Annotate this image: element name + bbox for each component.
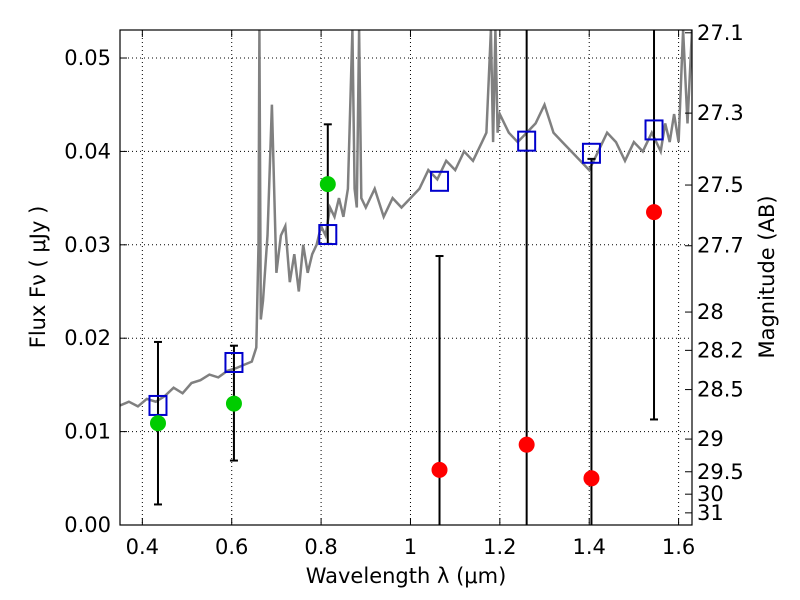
x-axis-label: Wavelength λ (μm) <box>306 564 507 588</box>
y-tick-label: 0.03 <box>64 233 111 257</box>
right-tick-label: 27.3 <box>697 101 744 125</box>
model-spectrum-line <box>120 30 692 408</box>
model-photometry-square <box>224 351 244 373</box>
right-tick-label: 28.2 <box>697 338 744 362</box>
upper-limit-point <box>431 461 448 478</box>
upper-limit-point <box>583 470 600 487</box>
right-tick-label: 29.5 <box>697 460 744 484</box>
model-photometry-square <box>517 130 537 152</box>
y-tick-label: 0.00 <box>64 513 111 537</box>
y-tick-label: 0.05 <box>64 46 111 70</box>
model-photometry-square <box>318 224 338 246</box>
x-tick-label: 0.4 <box>126 535 159 559</box>
model-photometry-square <box>430 170 450 192</box>
detection-point <box>225 395 242 412</box>
model-photometry-layer <box>148 119 664 416</box>
right-tick-label: 31 <box>697 501 724 525</box>
x-tick-label: 1.2 <box>483 535 516 559</box>
upper-limit-point <box>518 436 535 453</box>
x-tick-label: 0.6 <box>215 535 248 559</box>
detection-point <box>149 415 166 432</box>
model-photometry-square <box>644 119 664 141</box>
model-photometry-square <box>581 142 601 164</box>
x-tick-label: 1 <box>404 535 417 559</box>
grid-layer <box>120 30 692 526</box>
y-tick-label: 0.01 <box>64 420 111 444</box>
y-axis-ticks: 0.00 0.01 0.02 0.03 0.04 0.05 <box>64 46 127 537</box>
x-tick-label: 1.6 <box>662 535 695 559</box>
error-bar-layer <box>153 30 659 525</box>
detection-point <box>319 176 336 193</box>
y-tick-label: 0.02 <box>64 326 111 350</box>
x-axis-ticks: 0.4 0.6 0.8 1 1.2 1.4 1.6 <box>126 30 695 559</box>
x-tick-label: 0.8 <box>304 535 337 559</box>
right-tick-label: 27.7 <box>697 234 744 258</box>
x-tick-label: 1.4 <box>573 535 606 559</box>
right-tick-label: 28.5 <box>697 378 744 402</box>
right-axis-label: Magnitude (AB) <box>755 195 779 358</box>
model-photometry-square <box>148 394 168 416</box>
right-tick-label: 28 <box>697 300 724 324</box>
right-tick-label: 27.5 <box>697 173 744 197</box>
photometry-point-layer <box>149 176 663 487</box>
plot-frame <box>119 29 693 526</box>
right-tick-label: 27.1 <box>697 21 744 45</box>
right-tick-label: 30 <box>697 482 724 506</box>
right-tick-label: 29 <box>697 427 724 451</box>
spectrum-layer <box>120 30 692 408</box>
y-axis-label: Flux Fν ( μJy ) <box>26 206 50 349</box>
y-tick-label: 0.04 <box>64 139 111 163</box>
upper-limit-point <box>646 204 663 221</box>
